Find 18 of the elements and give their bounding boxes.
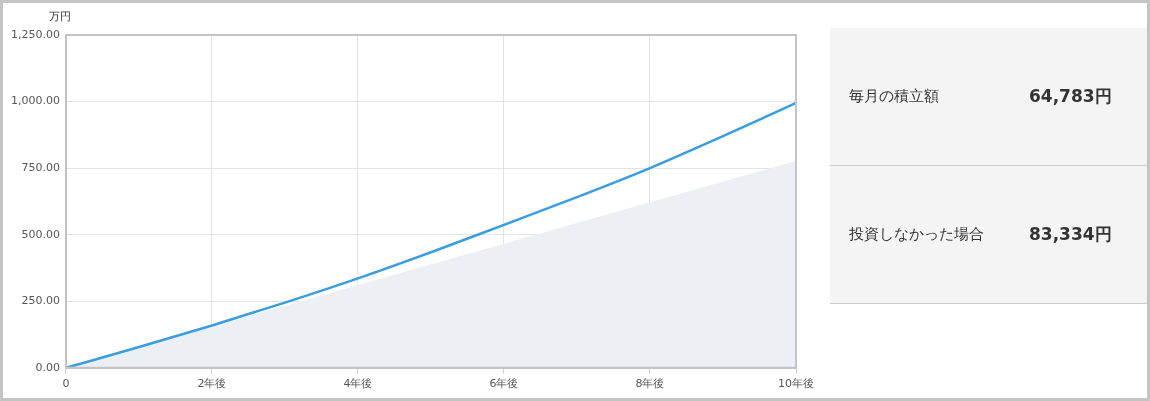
x-tick-label: 6年後 <box>489 377 519 391</box>
y-tick-label: 750.00 <box>21 160 60 174</box>
y-tick-label: 1,250.00 <box>11 27 60 41</box>
y-tick-label: 1,000.00 <box>11 94 60 108</box>
x-tick-label: 2年後 <box>197 377 227 391</box>
text: 64,783円 <box>1029 85 1112 108</box>
y-axis-title: 万円 <box>49 9 71 24</box>
text: 83,334円 <box>1029 223 1112 246</box>
x-tick-label: 4年後 <box>343 377 373 391</box>
x-tick-label: 8年後 <box>635 377 665 391</box>
text: 毎月の積立額 <box>848 87 940 106</box>
y-tick-label: 0.00 <box>35 360 60 374</box>
line-series <box>65 101 796 368</box>
y-tick-label: 500.00 <box>21 227 60 241</box>
x-tick-label: 10年後 <box>778 377 814 391</box>
x-tick-label: 0 <box>62 377 70 391</box>
y-tick-label: 250.00 <box>21 294 60 308</box>
text: 投資しなかった場合 <box>848 225 985 244</box>
